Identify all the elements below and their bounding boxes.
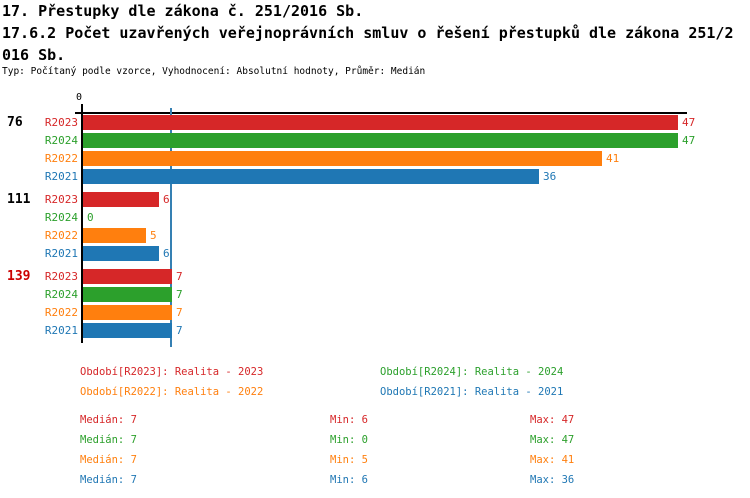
page-subtitle: Typ: Počítaný podle vzorce, Vyhodnocení:…	[2, 66, 426, 77]
bar-r2024	[83, 133, 678, 148]
stat-min-r2021: Min: 6	[330, 474, 368, 486]
bar-value-label: 41	[606, 152, 620, 165]
stat-max-r2022: Max: 41	[530, 454, 575, 466]
stat-min-r2024: Min: 0	[330, 434, 368, 446]
stat-max-r2021: Max: 36	[530, 474, 575, 486]
bar-row-label-r2024: R2024	[44, 211, 78, 224]
bar-value-label: 7	[176, 288, 183, 301]
x-axis-top-line	[75, 112, 687, 114]
bar-value-label: 5	[150, 229, 157, 242]
bar-row-label-r2022: R2022	[44, 306, 78, 319]
stat-median-r2023: Medián: 7	[80, 414, 137, 426]
legend-item-r2024: Období[R2024]: Realita - 2024	[380, 366, 564, 378]
bar-r2022	[83, 151, 602, 166]
page-title-line-2: 17.6.2 Počet uzavřených veřejnoprávních …	[2, 24, 734, 42]
group-label: 111	[7, 192, 31, 207]
bar-row-label-r2021: R2021	[44, 247, 78, 260]
stat-median-r2021: Medián: 7	[80, 474, 137, 486]
median-reference-line	[170, 108, 172, 347]
group-label: 76	[7, 115, 23, 130]
bar-row-label-r2024: R2024	[44, 288, 78, 301]
bar-row-label-r2023: R2023	[44, 193, 78, 206]
bar-r2021	[83, 323, 172, 338]
bar-value-label: 6	[163, 193, 170, 206]
legend-item-r2022: Období[R2022]: Realita - 2022	[80, 386, 264, 398]
bar-r2022	[83, 228, 146, 243]
stat-max-r2023: Max: 47	[530, 414, 575, 426]
bar-r2021	[83, 246, 159, 261]
bar-r2022	[83, 305, 172, 320]
bar-r2021	[83, 169, 539, 184]
page-title-line-1: 17. Přestupky dle zákona č. 251/2016 Sb.	[2, 2, 364, 20]
legend-item-r2021: Období[R2021]: Realita - 2021	[380, 386, 564, 398]
bar-r2024	[83, 287, 172, 302]
bar-r2023	[83, 115, 678, 130]
bar-chart: 0 76 R2023 47 R2024 47 R2022 41 R2021 36 111 R2023…	[7, 92, 696, 347]
bar-row-label-r2022: R2022	[44, 152, 78, 165]
page-title-line-3: 016 Sb.	[2, 46, 66, 64]
bar-row-label-r2023: R2023	[44, 270, 78, 283]
bar-value-label: 7	[176, 270, 183, 283]
bar-value-label: 6	[163, 247, 170, 260]
bar-row-label-r2021: R2021	[44, 324, 78, 337]
y-axis-line	[81, 104, 83, 343]
bar-row-label-r2022: R2022	[44, 229, 78, 242]
stat-min-r2022: Min: 5	[330, 454, 368, 466]
group-label: 139	[7, 269, 31, 284]
bar-r2023	[83, 192, 159, 207]
bar-value-label: 47	[682, 116, 696, 129]
stat-max-r2024: Max: 47	[530, 434, 575, 446]
bar-row-label-r2021: R2021	[44, 170, 78, 183]
x-axis-zero-tick-label: 0	[75, 92, 82, 103]
bar-value-label: 7	[176, 306, 183, 319]
stat-median-r2022: Medián: 7	[80, 454, 137, 466]
bar-value-label: 36	[543, 170, 557, 183]
stat-median-r2024: Medián: 7	[80, 434, 137, 446]
legend-item-r2023: Období[R2023]: Realita - 2023	[80, 366, 264, 378]
bar-value-label: 0	[87, 211, 94, 224]
bar-row-label-r2023: R2023	[44, 116, 78, 129]
bar-r2023	[83, 269, 172, 284]
stat-min-r2023: Min: 6	[330, 414, 368, 426]
bar-row-label-r2024: R2024	[44, 134, 78, 147]
bar-value-label: 47	[682, 134, 696, 147]
bar-value-label: 7	[176, 324, 183, 337]
